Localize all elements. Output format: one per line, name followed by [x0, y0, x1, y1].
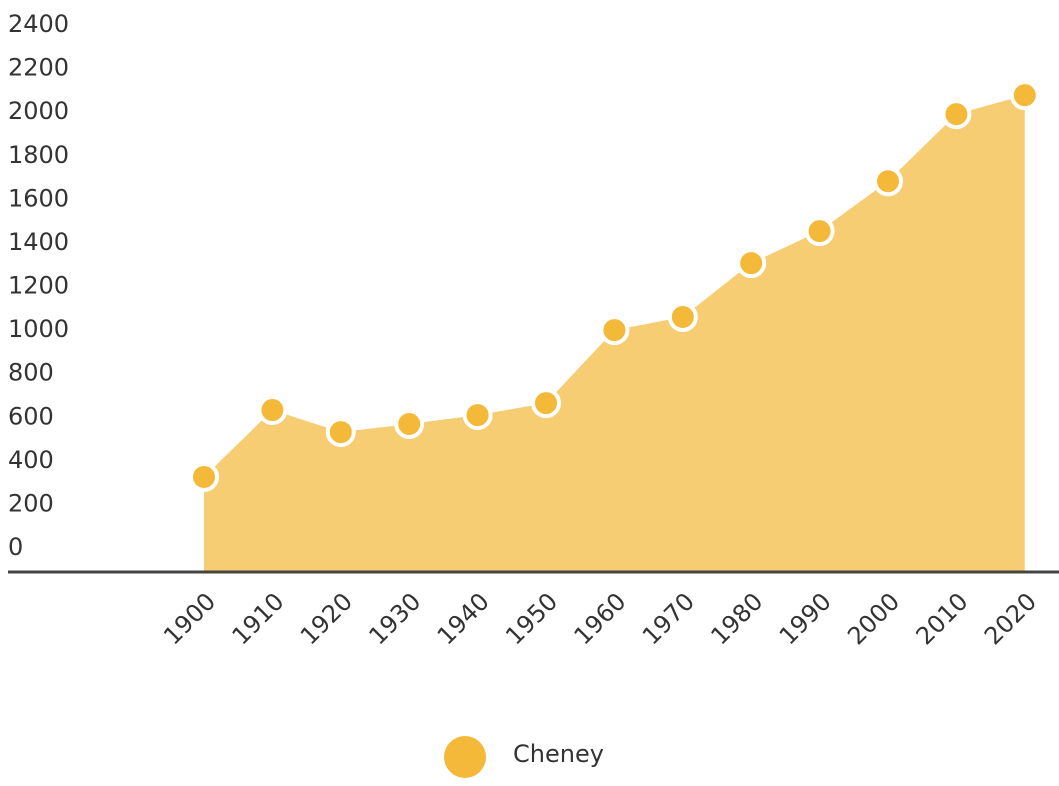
x-tick-label: 1980	[705, 587, 768, 650]
y-tick-label: 400	[8, 446, 54, 474]
y-tick-label: 2400	[8, 10, 69, 38]
point	[804, 216, 835, 247]
x-tick-label: 1920	[295, 587, 358, 650]
point	[599, 315, 630, 346]
y-tick-label: 200	[8, 489, 54, 517]
y-tick-label: 2200	[8, 54, 69, 82]
point	[941, 99, 972, 130]
point	[462, 400, 493, 431]
x-tick-label: 2000	[842, 587, 905, 650]
y-tick-label: 800	[8, 359, 54, 387]
x-tick-label: 1910	[227, 587, 290, 650]
y-tick-label: 1400	[8, 228, 69, 256]
x-tick-label: 1940	[432, 587, 495, 650]
x-tick-label: 2020	[979, 587, 1042, 650]
point	[736, 248, 767, 279]
x-tick-label: 1900	[158, 587, 221, 650]
point	[325, 417, 356, 448]
x-tick-label: 1960	[569, 587, 632, 650]
point	[1009, 80, 1040, 111]
x-tick-label: 1990	[774, 587, 837, 650]
x-tick-label: 1950	[500, 587, 563, 650]
legend-marker	[444, 736, 486, 778]
y-tick-label: 2000	[8, 97, 69, 125]
point	[667, 302, 698, 333]
x-tick-label: 2010	[911, 587, 974, 650]
point	[257, 395, 288, 426]
y-tick-label: 1000	[8, 315, 69, 343]
y-tick-label: 600	[8, 402, 54, 430]
y-tick-label: 1600	[8, 184, 69, 212]
y-tick-label: 0	[8, 533, 23, 561]
y-tick-label: 1200	[8, 272, 69, 300]
x-tick-label: 1970	[637, 587, 700, 650]
point	[873, 166, 903, 197]
point	[189, 461, 219, 492]
x-tick-label: 1930	[363, 587, 426, 650]
point	[531, 388, 561, 419]
legend-label: Cheney	[513, 740, 604, 768]
point	[394, 409, 425, 440]
y-tick-label: 1800	[8, 141, 69, 169]
